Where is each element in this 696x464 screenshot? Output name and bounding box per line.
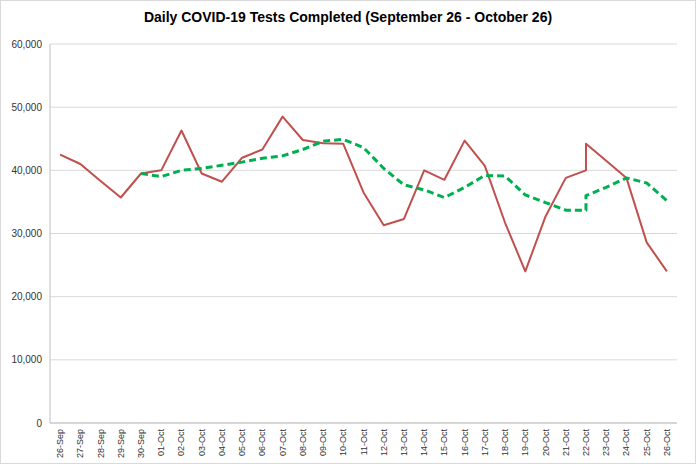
x-tick-label: 26-Oct [662, 429, 672, 457]
y-tick-label: 0 [36, 418, 42, 429]
x-tick-label: 05-Oct [237, 429, 247, 457]
x-tick-label: 01-Oct [156, 429, 166, 457]
y-tick-label: 40,000 [11, 165, 42, 176]
chart: Daily COVID-19 Tests Completed (Septembe… [0, 0, 696, 464]
x-tick-label: 12-Oct [379, 429, 389, 457]
y-axis [50, 44, 51, 423]
x-tick-label: 22-Oct [581, 429, 591, 457]
title: Daily COVID-19 Tests Completed (Septembe… [144, 9, 552, 25]
grid-line [50, 107, 677, 108]
y-tick-label: 10,000 [11, 354, 42, 365]
grid-line [50, 296, 677, 297]
x-axis [50, 423, 677, 424]
x-tick-label: 10-Oct [338, 429, 348, 457]
x-tick-label: 06-Oct [257, 429, 267, 457]
x-tick-label: 17-Oct [480, 429, 490, 457]
plot-area [60, 117, 667, 272]
y-tick-label: 50,000 [11, 102, 42, 113]
x-tick-label: 24-Oct [621, 429, 631, 457]
x-tick-label: 20-Oct [541, 429, 551, 457]
grid-line [50, 233, 677, 234]
x-tick-label: 28-Sep [96, 429, 106, 458]
x-tick-label: 25-Oct [642, 429, 652, 457]
x-tick-label: 09-Oct [318, 429, 328, 457]
y-tick-label: 30,000 [11, 228, 42, 239]
x-tick-label: 18-Oct [500, 429, 510, 457]
y-tick-label: 60,000 [11, 39, 42, 50]
grid-line [50, 44, 677, 45]
x-tick-label: 30-Sep [136, 429, 146, 458]
grid-line [50, 423, 677, 424]
x-tick-label: 15-Oct [439, 429, 449, 457]
y-tick-label: 20,000 [11, 291, 42, 302]
x-tick-label: 19-Oct [520, 429, 530, 457]
x-tick-label: 08-Oct [298, 429, 308, 457]
x-tick-label: 26-Sep [55, 429, 65, 458]
x-tick-label: 07-Oct [278, 429, 288, 457]
series-line [141, 139, 667, 210]
x-tick-label: 02-Oct [176, 429, 186, 457]
x-tick-label: 29-Sep [116, 429, 126, 458]
grid-line [50, 359, 677, 360]
series-line [60, 117, 667, 272]
x-tick-label: 16-Oct [460, 429, 470, 457]
x-tick-label: 27-Sep [75, 429, 85, 458]
x-tick-label: 14-Oct [419, 429, 429, 457]
x-tick-label: 21-Oct [561, 429, 571, 457]
x-tick-label: 11-Oct [359, 429, 369, 456]
x-tick-label: 23-Oct [601, 429, 611, 457]
x-tick-label: 04-Oct [217, 429, 227, 457]
x-tick-label: 13-Oct [399, 429, 409, 457]
x-tick-label: 03-Oct [197, 429, 207, 457]
chart-border [1, 1, 696, 464]
